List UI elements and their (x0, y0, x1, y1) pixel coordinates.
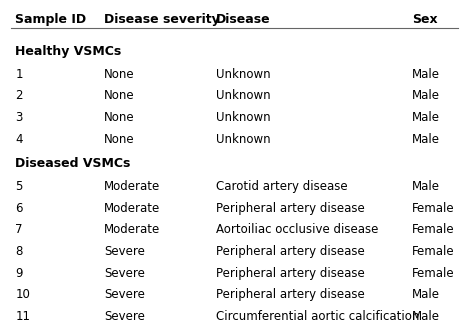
Text: 8: 8 (15, 245, 23, 258)
Text: Sample ID: Sample ID (15, 14, 86, 26)
Text: Diseased VSMCs: Diseased VSMCs (15, 158, 131, 171)
Text: Unknown: Unknown (216, 132, 271, 146)
Text: Peripheral artery disease: Peripheral artery disease (216, 267, 365, 280)
Text: 11: 11 (15, 310, 30, 323)
Text: 6: 6 (15, 202, 23, 215)
Text: None: None (104, 89, 135, 102)
Text: Carotid artery disease: Carotid artery disease (216, 180, 347, 193)
Text: Female: Female (411, 202, 454, 215)
Text: Severe: Severe (104, 288, 145, 301)
Text: Peripheral artery disease: Peripheral artery disease (216, 288, 365, 301)
Text: Peripheral artery disease: Peripheral artery disease (216, 202, 365, 215)
Text: Female: Female (411, 267, 454, 280)
Text: 1: 1 (15, 68, 23, 81)
Text: Peripheral artery disease: Peripheral artery disease (216, 245, 365, 258)
Text: Moderate: Moderate (104, 202, 160, 215)
Text: Female: Female (411, 245, 454, 258)
Text: Male: Male (411, 310, 440, 323)
Text: Sex: Sex (411, 14, 438, 26)
Text: Unknown: Unknown (216, 89, 271, 102)
Text: Male: Male (411, 89, 440, 102)
Text: 5: 5 (15, 180, 23, 193)
Text: Unknown: Unknown (216, 111, 271, 124)
Text: 9: 9 (15, 267, 23, 280)
Text: None: None (104, 132, 135, 146)
Text: Male: Male (411, 111, 440, 124)
Text: Disease severity: Disease severity (104, 14, 220, 26)
Text: Healthy VSMCs: Healthy VSMCs (15, 45, 122, 58)
Text: None: None (104, 68, 135, 81)
Text: 7: 7 (15, 224, 23, 236)
Text: Disease: Disease (216, 14, 271, 26)
Text: Circumferential aortic calcification: Circumferential aortic calcification (216, 310, 419, 323)
Text: Male: Male (411, 68, 440, 81)
Text: Male: Male (411, 288, 440, 301)
Text: None: None (104, 111, 135, 124)
Text: Male: Male (411, 180, 440, 193)
Text: Male: Male (411, 132, 440, 146)
Text: Female: Female (411, 224, 454, 236)
Text: Severe: Severe (104, 267, 145, 280)
Text: 2: 2 (15, 89, 23, 102)
Text: Aortoiliac occlusive disease: Aortoiliac occlusive disease (216, 224, 378, 236)
Text: Moderate: Moderate (104, 224, 160, 236)
Text: Moderate: Moderate (104, 180, 160, 193)
Text: 10: 10 (15, 288, 30, 301)
Text: Severe: Severe (104, 310, 145, 323)
Text: 4: 4 (15, 132, 23, 146)
Text: 3: 3 (15, 111, 23, 124)
Text: Unknown: Unknown (216, 68, 271, 81)
Text: Severe: Severe (104, 245, 145, 258)
